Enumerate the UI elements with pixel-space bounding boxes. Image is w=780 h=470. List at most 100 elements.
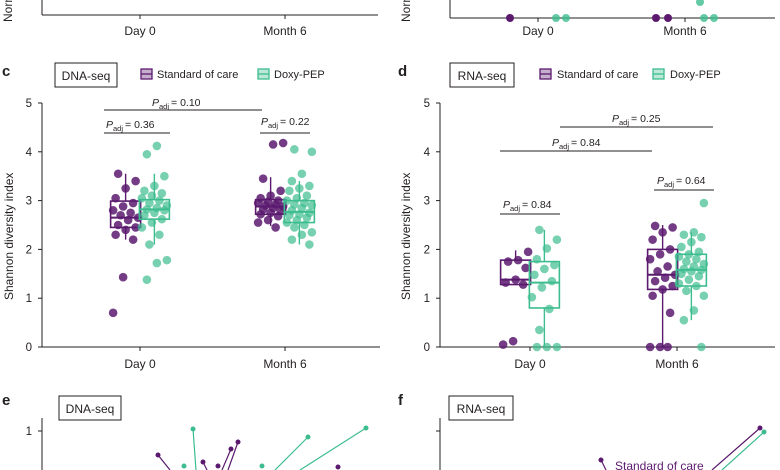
panel-letter-c: c: [2, 63, 10, 80]
panel-e-segment: [274, 436, 309, 470]
y-tick-label: 5: [424, 98, 430, 110]
data-point: [508, 336, 518, 346]
p-value: = 0.25: [631, 113, 661, 125]
data-point: [518, 280, 528, 289]
data-point: [290, 145, 299, 154]
y-tick-label: 2: [26, 244, 32, 256]
p-symbol: P: [552, 137, 559, 149]
top-left-ylabel-fragment: Norm: [1, 0, 15, 22]
panel-e-segment: [299, 427, 367, 470]
data-point: [152, 141, 162, 151]
panel-d-pval-3: Padj = 0.84: [503, 199, 552, 213]
data-point: [302, 191, 312, 201]
data-point: [665, 308, 675, 318]
p-subscript: adj: [268, 121, 278, 130]
p-value: = 0.10: [171, 97, 201, 109]
legend-label-doxy: Doxy-PEP: [670, 69, 721, 81]
panel-f-point: [757, 425, 763, 431]
panel-e-tag-box: [58, 395, 122, 421]
p-value: = 0.64: [676, 175, 706, 187]
data-point: [679, 315, 689, 325]
data-point: [131, 176, 140, 186]
data-point: [253, 218, 263, 227]
panel-c-y-ticks: 0 1 2 3 4 5: [26, 98, 42, 354]
data-point: [648, 291, 657, 301]
panel-d-xlabel-day0: Day 0: [514, 357, 546, 371]
data-point: [307, 201, 317, 210]
data-point: [527, 292, 537, 302]
data-point: [684, 249, 694, 259]
data-point: [113, 169, 123, 179]
data-point: [648, 235, 657, 244]
data-point: [305, 240, 314, 249]
data-point: [650, 221, 660, 231]
top-left-xlabel-day0: Day 0: [124, 24, 156, 38]
panel-f-point: [598, 457, 604, 463]
data-point: [268, 140, 278, 149]
panel-d-ylabel: Shannon diversity index: [399, 173, 413, 300]
p-value: = 0.84: [571, 137, 601, 149]
p-symbol: P: [503, 199, 510, 211]
y-tick-label: 4: [424, 147, 431, 159]
data-point: [290, 223, 299, 232]
data-point: [535, 225, 544, 235]
panel-c-ylabel: Shannon diversity index: [2, 173, 16, 300]
data-point: [307, 147, 317, 157]
top-right-point: [710, 14, 718, 22]
data-point: [663, 262, 672, 271]
p-subscript: adj: [113, 124, 123, 133]
panel-e-point: [228, 446, 234, 452]
data-point: [126, 208, 135, 218]
panel-c-dna-seq: c DNA-seq Standard of care Doxy-PEP Shan…: [2, 62, 380, 371]
panel-e-point: [363, 425, 369, 431]
top-right-point: [562, 14, 570, 22]
data-point: [142, 275, 152, 284]
y-tick-label: 4: [26, 147, 33, 159]
data-point: [147, 218, 157, 227]
panel-f-tag-box: [448, 395, 514, 421]
data-point: [521, 263, 530, 273]
top-right-xlabel-day0: Day 0: [522, 24, 554, 38]
panel-e-point: [181, 463, 187, 469]
data-point: [108, 308, 118, 318]
data-point: [692, 254, 701, 264]
data-point: [118, 202, 128, 211]
data-point: [157, 214, 167, 224]
data-point: [131, 223, 140, 232]
data-point: [655, 249, 665, 259]
p-value: = 0.36: [125, 119, 155, 131]
data-point: [137, 223, 147, 232]
data-point: [513, 255, 523, 265]
data-point: [653, 267, 662, 276]
data-point: [305, 208, 314, 218]
data-point: [111, 193, 120, 203]
p-subscript: adj: [159, 102, 169, 111]
p-subscript: adj: [619, 118, 629, 127]
top-strip: Norm Day 0 Month 6 Norm Day 0 Month 6: [1, 0, 775, 38]
legend-label-soc: Standard of care: [557, 69, 638, 81]
data-point: [258, 174, 268, 183]
p-subscript: adj: [559, 142, 569, 151]
p-symbol: P: [152, 97, 159, 109]
data-point: [123, 215, 133, 225]
top-right-point: [652, 14, 660, 22]
panel-f-annotation: Standard of care: [615, 459, 704, 470]
data-point: [285, 186, 294, 196]
panel-e-point: [335, 464, 341, 470]
top-right-ylabel-fragment: Norm: [399, 0, 413, 22]
panel-e-dna-seq: e DNA-seq 1: [2, 392, 369, 470]
data-point: [677, 242, 686, 252]
data-point: [692, 281, 701, 291]
panel-e-lines: [157, 427, 367, 470]
data-point: [287, 235, 297, 244]
panel-e-ytick-label: 1: [26, 426, 32, 438]
data-point: [547, 276, 557, 286]
p-subscript: adj: [664, 180, 674, 189]
data-point: [682, 257, 691, 266]
data-point: [282, 218, 292, 227]
top-right-point: [696, 0, 704, 6]
panel-e-point: [259, 463, 265, 469]
data-point: [694, 247, 704, 257]
y-tick-label: 1: [424, 293, 430, 305]
panel-e-point: [235, 439, 241, 445]
